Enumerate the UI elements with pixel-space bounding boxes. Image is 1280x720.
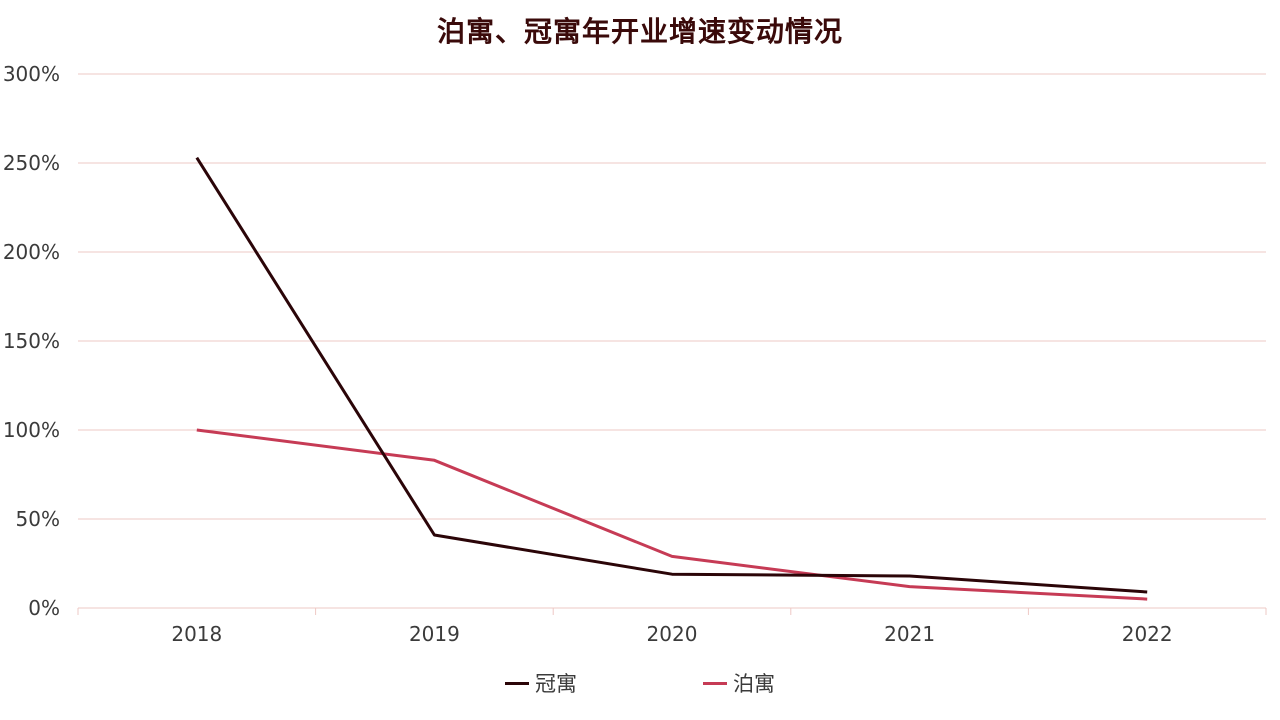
- series-lines: [195, 156, 1148, 601]
- legend-item-series-2: 泊寓: [703, 668, 775, 698]
- y-tick-label: 150%: [3, 329, 60, 353]
- x-tick-label: 2019: [409, 622, 460, 646]
- chart-title: 泊寓、冠寓年开业增速变动情况: [436, 15, 843, 48]
- y-tick-label: 50%: [16, 507, 60, 531]
- gridlines: [78, 73, 1266, 520]
- series-line-1: [195, 156, 1148, 594]
- y-tick-label: 300%: [3, 62, 60, 86]
- x-axis-tick-labels: 2018 2019 2020 2021 2022: [171, 622, 1172, 646]
- y-tick-label: 0%: [28, 596, 60, 620]
- legend-label-series-1: 冠寓: [535, 672, 577, 696]
- y-tick-label: 100%: [3, 418, 60, 442]
- legend-item-series-1: 冠寓: [505, 668, 577, 698]
- x-tick-label: 2022: [1122, 622, 1173, 646]
- series-line-2: [196, 428, 1148, 601]
- legend: 冠寓 泊寓: [0, 668, 1280, 700]
- x-tick-label: 2020: [647, 622, 698, 646]
- legend-label-series-2: 泊寓: [733, 672, 775, 696]
- y-tick-label: 250%: [3, 151, 60, 175]
- y-axis: 0% 50% 100% 150% 200% 250% 300%: [3, 62, 60, 620]
- y-tick-label: 200%: [3, 240, 60, 264]
- x-tick-label: 2018: [171, 622, 222, 646]
- legend-swatch-series-2: [703, 681, 727, 685]
- legend-swatch-series-1: [505, 681, 529, 685]
- x-tick-label: 2021: [884, 622, 935, 646]
- x-axis: [77, 607, 1267, 615]
